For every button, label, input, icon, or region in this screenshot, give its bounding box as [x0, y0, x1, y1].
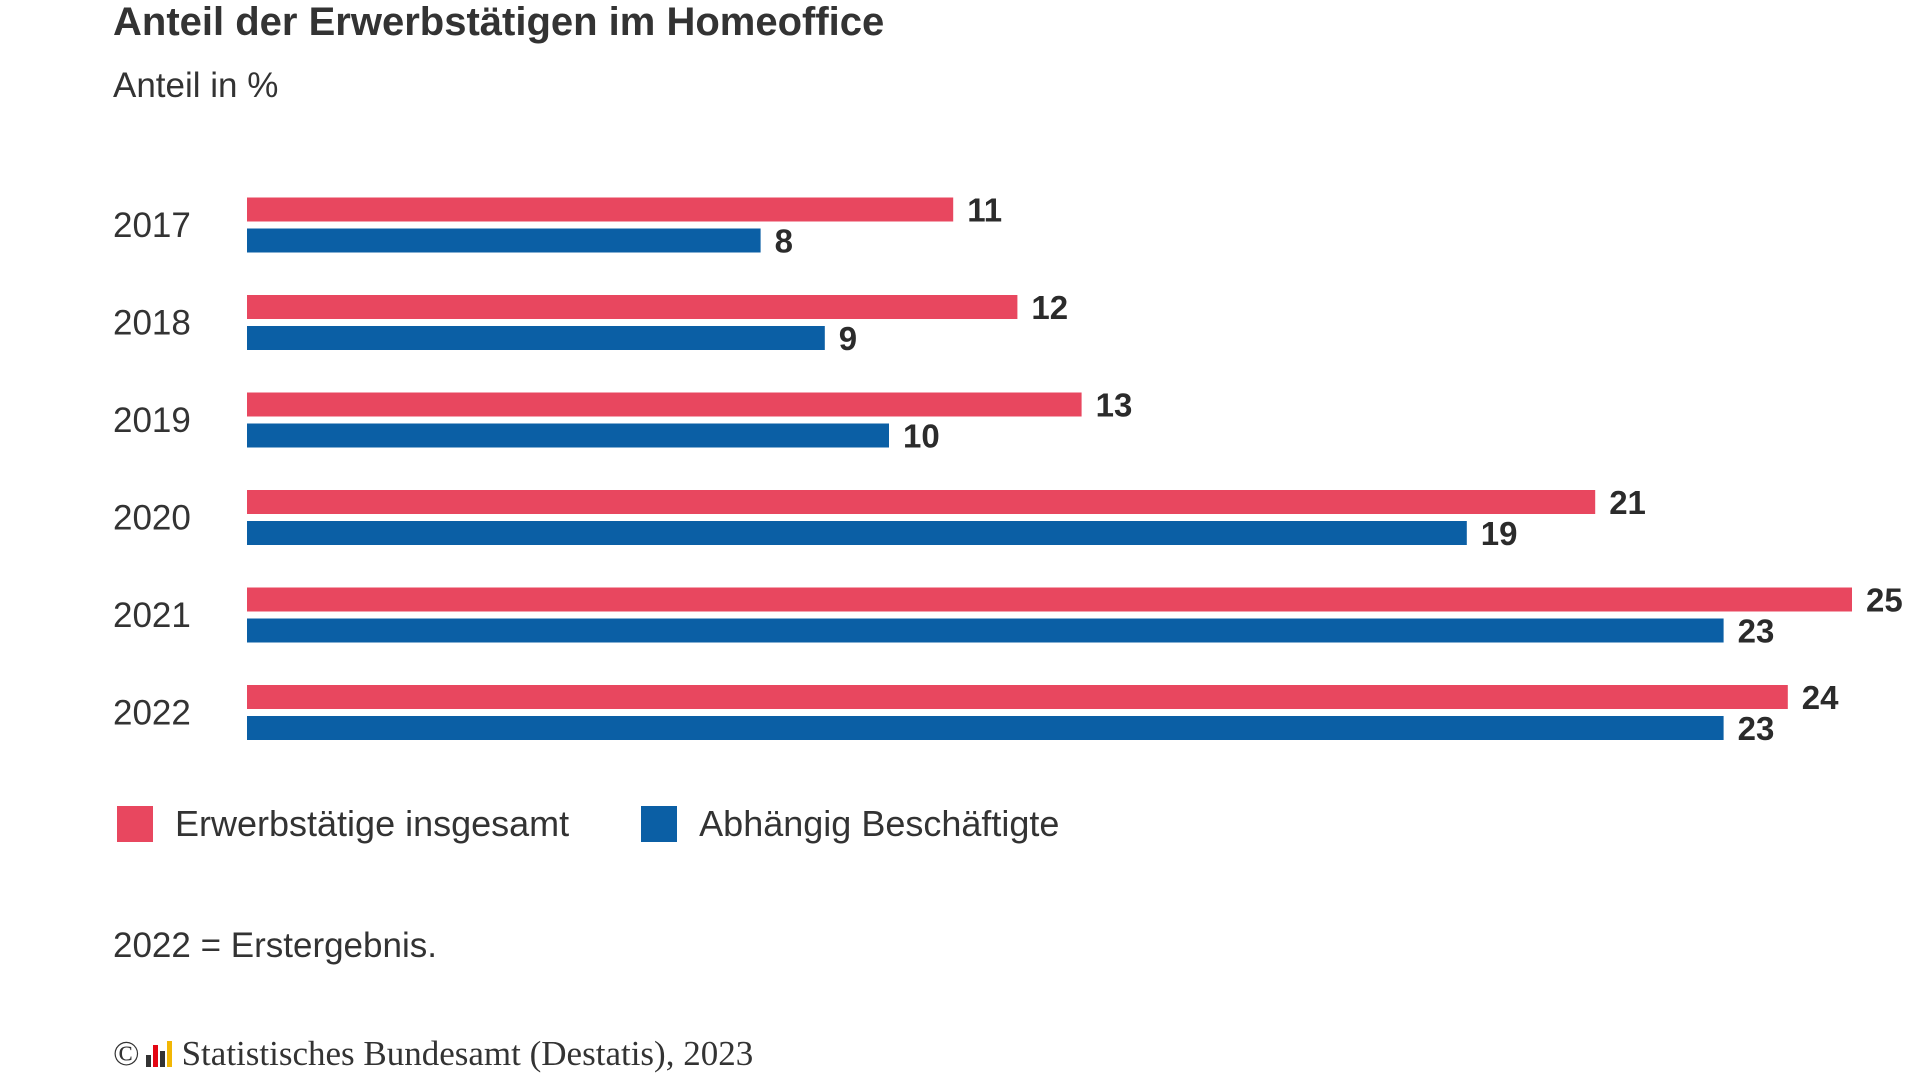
legend-item-insgesamt: Erwerbstätige insgesamt [117, 803, 569, 845]
bar-erwerbst-tige-insgesamt-2020 [247, 490, 1596, 514]
category-label-2020: 2020 [113, 499, 191, 538]
bar-abh-ngig-besch-ftigte-2022 [247, 716, 1724, 740]
source-line: © Statistisches Bundesamt (Destatis), 20… [113, 1034, 753, 1074]
data-label-abh-ngig-besch-ftigte-2019: 10 [903, 418, 940, 455]
bar-erwerbst-tige-insgesamt-2017 [247, 197, 954, 222]
data-label-erwerbst-tige-insgesamt-2021: 25 [1866, 582, 1903, 619]
legend-label-insgesamt: Erwerbstätige insgesamt [175, 803, 570, 844]
bar-chart: 2017 11 8 2018 12 9 2019 13 10 2020 21 19 2021 25 23 20… [113, 192, 1903, 748]
bar-erwerbst-tige-insgesamt-2018 [247, 295, 1018, 319]
legend-label-abhaengig: Abhängig Beschäftigte [699, 803, 1060, 844]
bar-abh-ngig-besch-ftigte-2018 [247, 326, 825, 350]
source-text: Statistisches Bundesamt (Destatis), 2023 [181, 1034, 754, 1073]
data-label-erwerbst-tige-insgesamt-2017: 11 [967, 192, 1002, 229]
legend-swatch-insgesamt [117, 806, 153, 842]
footnote: 2022 = Erstergebnis. [113, 926, 437, 965]
data-label-erwerbst-tige-insgesamt-2018: 12 [1031, 289, 1068, 326]
data-label-erwerbst-tige-insgesamt-2019: 13 [1096, 387, 1133, 424]
category-label-2022: 2022 [113, 694, 191, 733]
destatis-logo-icon [145, 1041, 174, 1067]
data-label-abh-ngig-besch-ftigte-2018: 9 [839, 320, 857, 357]
bar-abh-ngig-besch-ftigte-2021 [247, 618, 1724, 643]
category-label-2019: 2019 [113, 401, 191, 440]
category-label-2018: 2018 [113, 304, 191, 343]
legend-item-abhaengig: Abhängig Beschäftigte [641, 803, 1059, 845]
legend-swatch-abhaengig [641, 806, 678, 842]
data-label-erwerbst-tige-insgesamt-2022: 24 [1802, 679, 1839, 716]
bar-erwerbst-tige-insgesamt-2019 [247, 392, 1082, 417]
data-label-abh-ngig-besch-ftigte-2022: 23 [1738, 710, 1775, 747]
category-label-2021: 2021 [113, 596, 191, 635]
copyright-symbol: © [113, 1034, 140, 1073]
data-label-abh-ngig-besch-ftigte-2017: 8 [775, 223, 793, 260]
bar-erwerbst-tige-insgesamt-2021 [247, 587, 1852, 612]
chart-title: Anteil der Erwerbstätigen im Homeoffice [113, 0, 885, 44]
legend: Erwerbstätige insgesamt Abhängig Beschäf… [117, 803, 1131, 845]
bar-abh-ngig-besch-ftigte-2019 [247, 423, 889, 448]
chart-subtitle: Anteil in % [113, 66, 279, 105]
bar-erwerbst-tige-insgesamt-2022 [247, 685, 1788, 709]
data-label-abh-ngig-besch-ftigte-2020: 19 [1481, 515, 1518, 552]
bar-abh-ngig-besch-ftigte-2020 [247, 521, 1467, 545]
bar-abh-ngig-besch-ftigte-2017 [247, 228, 761, 253]
data-label-erwerbst-tige-insgesamt-2020: 21 [1609, 484, 1646, 521]
data-label-abh-ngig-besch-ftigte-2021: 23 [1738, 613, 1775, 650]
category-label-2017: 2017 [113, 206, 191, 245]
